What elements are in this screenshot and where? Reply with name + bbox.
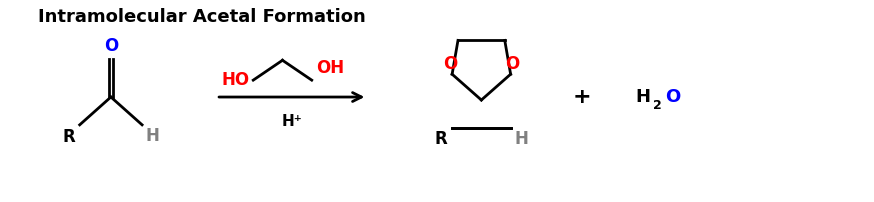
Text: R: R	[434, 130, 447, 148]
Text: O: O	[443, 55, 457, 73]
Text: O: O	[505, 55, 520, 73]
Text: 2: 2	[653, 99, 662, 113]
Text: O: O	[104, 37, 118, 55]
Text: H: H	[515, 130, 529, 148]
Text: H: H	[146, 127, 160, 145]
Text: +: +	[572, 87, 591, 107]
Text: Intramolecular Acetal Formation: Intramolecular Acetal Formation	[38, 8, 365, 26]
Text: H: H	[635, 88, 650, 106]
Text: O: O	[664, 88, 680, 106]
Text: H⁺: H⁺	[281, 114, 302, 129]
Text: HO: HO	[221, 71, 249, 89]
Text: OH: OH	[316, 59, 343, 77]
Text: R: R	[62, 128, 75, 146]
